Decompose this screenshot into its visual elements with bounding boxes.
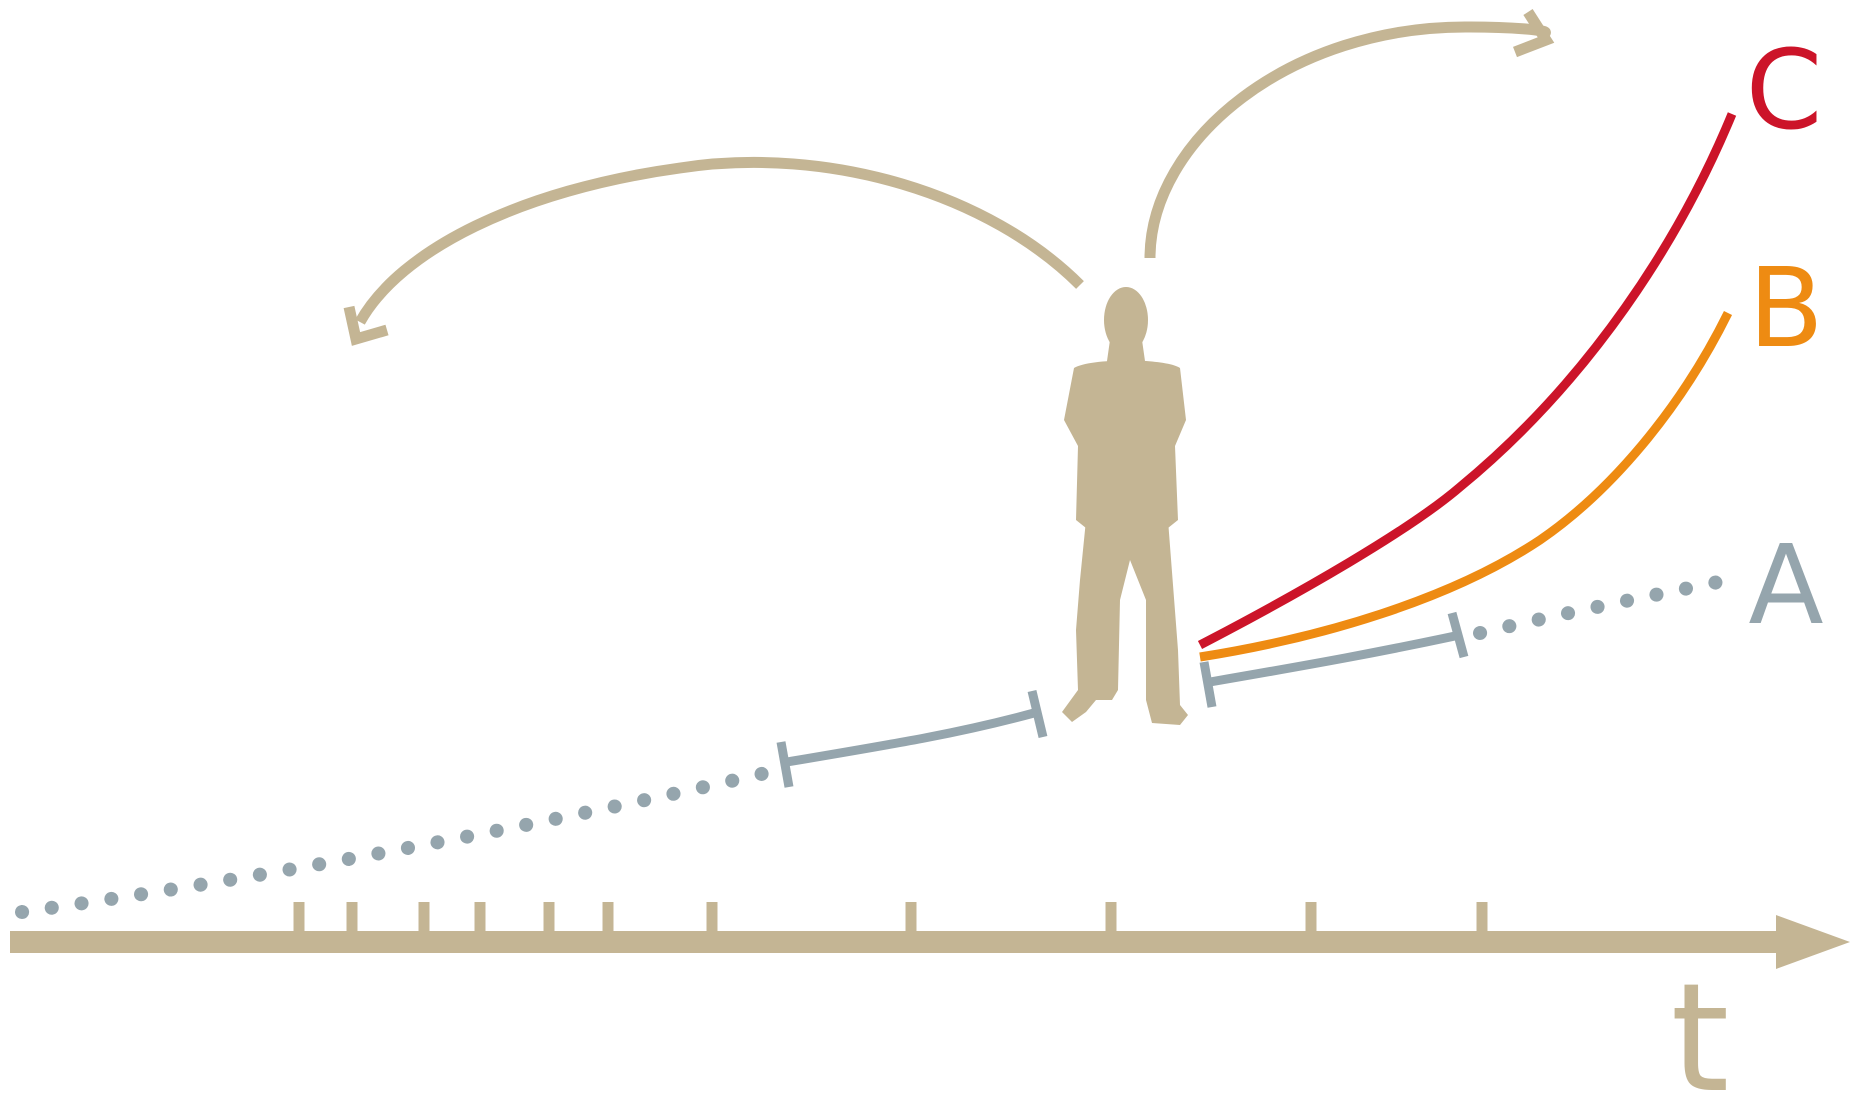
- path-a-dotted-trail: [1473, 573, 1735, 640]
- path-a-label: A: [1748, 521, 1823, 649]
- arrow-forward-head: [1513, 9, 1555, 58]
- path-a-start-bracket: [1199, 661, 1217, 708]
- past-segment-end-bracket: [1027, 689, 1048, 739]
- future-path-c: C: [1197, 26, 1823, 649]
- future-path-a: A: [1199, 521, 1824, 708]
- curved-arrow-forward-icon: [1144, 9, 1555, 259]
- time-axis-arrowhead: [1776, 915, 1850, 969]
- person-torso: [1064, 360, 1186, 528]
- person-head: [1104, 287, 1148, 353]
- past-segment-start-bracket: [776, 741, 794, 788]
- time-axis-label: t: [1671, 952, 1730, 1094]
- arrow-forward-arc: [1144, 21, 1551, 259]
- path-c-label: C: [1746, 26, 1823, 154]
- past-path: [15, 689, 1048, 919]
- future-path-b: B: [1199, 244, 1824, 662]
- path-b-curve: [1199, 311, 1733, 662]
- past-measured-segment: [786, 708, 1036, 767]
- time-axis-ticks: [293, 902, 1488, 934]
- path-b-label: B: [1748, 244, 1823, 372]
- path-c-curve: [1197, 112, 1737, 649]
- person-legs: [1062, 520, 1188, 725]
- path-a-end-bracket: [1447, 611, 1469, 659]
- arrow-back-head: [343, 305, 389, 346]
- time-axis: t: [10, 902, 1850, 1094]
- arrow-back-arc: [355, 156, 1084, 325]
- curved-arrow-back-icon: [343, 156, 1084, 346]
- standing-person-icon: [1062, 287, 1188, 725]
- path-a-measured-segment: [1209, 631, 1456, 687]
- past-dotted-trail: [15, 765, 777, 919]
